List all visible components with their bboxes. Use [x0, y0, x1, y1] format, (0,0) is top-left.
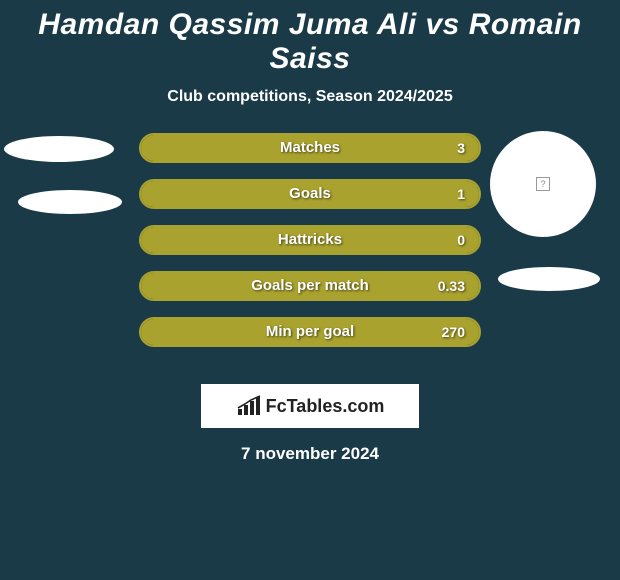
stat-bar-goals-per-match: Goals per match 0.33	[139, 271, 481, 301]
stat-bar-value: 3	[457, 135, 465, 161]
comparison-title: Hamdan Qassim Juma Ali vs Romain Saiss	[0, 0, 620, 82]
stat-bar-label: Goals	[141, 181, 479, 207]
right-player-photo-placeholder: ?	[490, 131, 596, 237]
brand-text: FcTables.com	[266, 396, 385, 417]
stat-bars: Matches 3 Goals 1 Hattricks 0 Goals per …	[139, 133, 481, 363]
right-player-silhouette: ?	[490, 131, 610, 291]
stat-bar-label: Matches	[141, 135, 479, 161]
brand-badge[interactable]: FcTables.com	[201, 384, 419, 428]
stat-bar-value: 270	[442, 319, 465, 345]
stat-bar-hattricks: Hattricks 0	[139, 225, 481, 255]
comparison-subtitle: Club competitions, Season 2024/2025	[0, 88, 620, 106]
stat-bar-goals: Goals 1	[139, 179, 481, 209]
snapshot-date: 7 november 2024	[0, 444, 620, 464]
stat-bar-label: Min per goal	[141, 319, 479, 345]
stat-bar-matches: Matches 3	[139, 133, 481, 163]
left-ellipse-2	[18, 190, 122, 214]
bar-chart-icon	[236, 395, 262, 417]
stat-bar-value: 0	[457, 227, 465, 253]
stat-bar-value: 1	[457, 181, 465, 207]
stat-bar-min-per-goal: Min per goal 270	[139, 317, 481, 347]
left-player-silhouette	[0, 136, 130, 214]
stat-bar-label: Goals per match	[141, 273, 479, 299]
stat-bar-label: Hattricks	[141, 227, 479, 253]
right-ellipse-shadow	[498, 267, 600, 291]
photo-missing-icon: ?	[536, 177, 550, 191]
left-ellipse-1	[4, 136, 114, 162]
comparison-stage: ? Matches 3 Goals 1 Hattricks 0 Goals pe…	[0, 126, 620, 376]
stat-bar-value: 0.33	[438, 273, 465, 299]
